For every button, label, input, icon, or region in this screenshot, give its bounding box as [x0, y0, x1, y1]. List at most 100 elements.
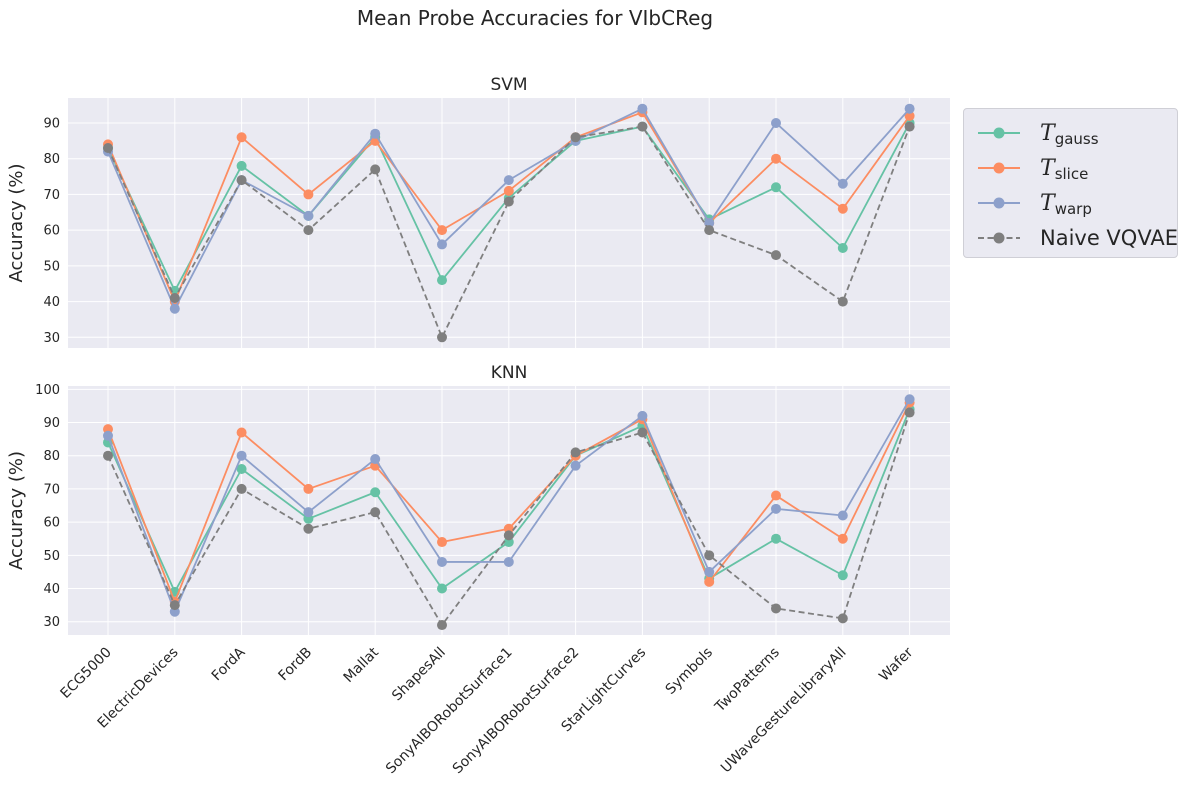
data-point — [503, 175, 514, 186]
legend-symbol — [978, 232, 1020, 244]
data-point — [303, 523, 314, 534]
data-point — [904, 407, 915, 418]
legend-label: Tslice — [1040, 156, 1089, 183]
data-point — [437, 620, 447, 631]
data-point — [637, 103, 648, 114]
y-tick-label: 30 — [43, 331, 60, 346]
data-point — [236, 160, 247, 171]
data-point — [103, 450, 113, 461]
data-point — [637, 410, 648, 421]
data-point — [303, 210, 314, 221]
y-tick-label: 40 — [43, 582, 60, 597]
data-point — [771, 182, 781, 193]
x-tick-label: Mallat — [341, 644, 383, 686]
data-point — [837, 203, 848, 214]
y-tick-label: 50 — [43, 259, 60, 274]
data-point — [103, 430, 113, 441]
data-point — [236, 175, 247, 186]
data-point — [771, 503, 781, 514]
data-point — [771, 250, 781, 261]
data-point — [837, 613, 848, 624]
y-tick-label: 70 — [43, 482, 60, 497]
x-tick-label: SonyAIBORobotSurface1 — [383, 645, 516, 778]
data-point — [303, 225, 314, 236]
data-point — [437, 537, 447, 548]
data-point — [236, 450, 247, 461]
legend-item-naive-vqvae: Naive VQVAE — [972, 221, 1178, 255]
data-point — [303, 507, 314, 518]
data-point — [370, 164, 381, 175]
data-point — [570, 460, 581, 471]
x-tick-label: TwoPatterns — [711, 645, 782, 716]
data-point — [837, 533, 848, 544]
legend-label: Twarp — [1040, 191, 1092, 218]
y-tick-label: 80 — [43, 152, 60, 167]
data-point — [771, 153, 781, 164]
data-point — [370, 507, 381, 518]
data-point — [437, 556, 447, 567]
data-point — [837, 570, 848, 581]
y-tick-label: 40 — [43, 295, 60, 310]
panel-title: SVM — [490, 75, 527, 95]
legend-item-t-gauss: Tgauss — [972, 116, 1172, 150]
data-point — [771, 603, 781, 614]
data-point — [437, 332, 447, 343]
data-point — [704, 566, 715, 577]
legend: Tgauss Tslice Twarp Naive VQVAE — [963, 108, 1178, 258]
data-point — [236, 483, 247, 494]
legend-label: Tgauss — [1040, 121, 1099, 148]
data-point — [103, 143, 113, 153]
y-tick-label: 60 — [43, 516, 60, 531]
data-point — [771, 490, 781, 501]
data-point — [370, 487, 381, 498]
legend-label: Naive VQVAE — [1040, 226, 1178, 250]
legend-symbol — [978, 162, 1020, 174]
data-point — [904, 103, 915, 114]
data-point — [771, 533, 781, 544]
data-point — [637, 121, 648, 132]
data-point — [236, 464, 247, 474]
data-point — [570, 447, 581, 458]
data-point — [837, 178, 848, 189]
data-point — [437, 239, 447, 250]
legend-item-t-slice: Tslice — [972, 151, 1172, 185]
figure-title: Mean Probe Accuracies for VIbCReg — [356, 6, 714, 30]
y-tick-label: 50 — [43, 549, 60, 564]
data-point — [904, 110, 915, 121]
data-point — [904, 121, 915, 132]
data-point — [637, 427, 648, 438]
series-naive-vqvae — [103, 121, 915, 343]
data-point — [437, 583, 447, 594]
x-tick-label: Symbols — [663, 645, 716, 698]
data-point — [503, 196, 514, 207]
data-point — [503, 530, 514, 541]
y-tick-label: 30 — [43, 615, 60, 630]
y-tick-label: 100 — [35, 383, 60, 398]
data-point — [303, 189, 314, 200]
data-point — [503, 185, 514, 196]
x-tick-label: Wafer — [876, 644, 916, 684]
legend-symbol — [978, 127, 1020, 139]
data-point — [570, 132, 581, 143]
y-tick-label: 90 — [43, 416, 60, 431]
data-point — [704, 225, 715, 236]
x-tick-label: FordA — [209, 644, 249, 684]
data-point — [236, 132, 247, 143]
y-tick-label: 70 — [43, 188, 60, 203]
legend-item-t-warp: Twarp — [972, 186, 1172, 220]
data-point — [904, 394, 915, 405]
x-tick-label: ECG5000 — [57, 645, 114, 702]
x-tick-label: SonyAIBORobotSurface2 — [450, 645, 583, 778]
y-axis-label: Accuracy (%) — [6, 451, 27, 570]
data-point — [771, 118, 781, 128]
data-point — [837, 296, 848, 307]
data-point — [169, 293, 180, 303]
data-point — [704, 550, 715, 561]
data-point — [437, 275, 447, 286]
x-tick-label: FordB — [276, 645, 316, 685]
data-point — [303, 483, 314, 494]
data-point — [169, 303, 180, 314]
